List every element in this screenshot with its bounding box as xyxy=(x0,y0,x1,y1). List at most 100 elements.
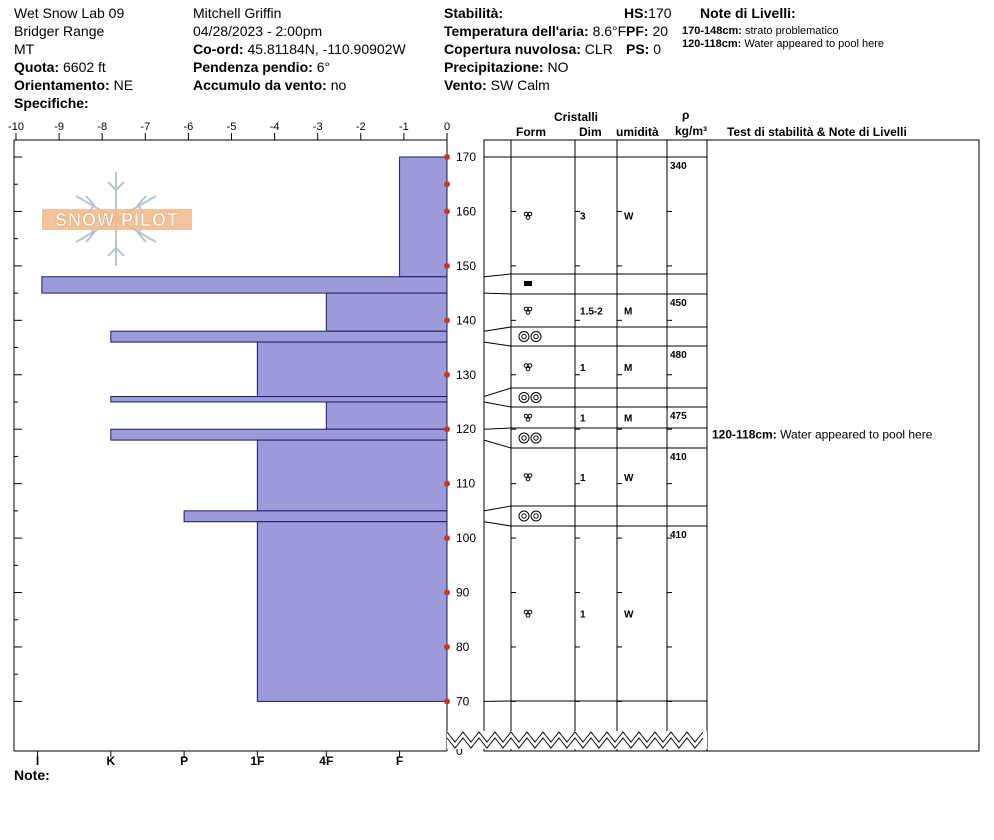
hardness-tick-label: I xyxy=(36,754,39,768)
top-axis-tick-label: -4 xyxy=(270,121,280,133)
layer-note-text: Water appeared to pool here xyxy=(744,38,885,50)
grain-circle xyxy=(523,306,529,312)
wind-loading: Accumulo da vento: no xyxy=(193,76,346,94)
break-symbol xyxy=(446,731,704,743)
height-tick-label: 70 xyxy=(456,694,470,708)
grain-ring xyxy=(518,510,530,522)
height-tick-label: 170 xyxy=(456,150,476,164)
air-temp-label: Temperatura dell'aria: xyxy=(444,23,589,39)
grain-circle xyxy=(523,473,529,478)
layer-boundary xyxy=(483,401,707,408)
break-symbol xyxy=(446,737,704,749)
grain-circle xyxy=(525,417,531,422)
layer-boundary xyxy=(483,387,707,398)
layer-boundary xyxy=(483,273,707,278)
wind: Vento: SW Calm xyxy=(444,76,550,94)
wind-label: Vento: xyxy=(444,77,487,93)
height-marker xyxy=(444,154,450,160)
layer-comment: 120-118cm: Water appeared to pool here xyxy=(712,428,933,442)
hardness-bar xyxy=(399,156,448,278)
layer-notes-title: Note di Livelli: xyxy=(700,5,796,21)
top-axis-tick-label: -9 xyxy=(54,121,64,133)
grain-circle xyxy=(527,609,533,615)
grain-size: 1.5-2 xyxy=(580,307,603,318)
hardness-bar xyxy=(256,341,448,398)
elevation-label: Quota: xyxy=(14,59,60,75)
wind-loading-value: no xyxy=(330,77,347,93)
grain-ring xyxy=(521,435,527,441)
hardness-bar xyxy=(183,510,448,523)
layer-note: 120-118cm: Water appeared to pool here xyxy=(682,38,884,51)
grain-ring xyxy=(521,394,527,401)
slope-angle: Pendenza pendio: 6° xyxy=(193,58,330,76)
grain-circle xyxy=(525,215,531,220)
ps-value: 0 xyxy=(653,41,662,57)
height-tick-label: 100 xyxy=(456,531,476,545)
grain-circle xyxy=(523,211,529,217)
stability-label: Stabilità: xyxy=(444,5,504,21)
hardness-bar xyxy=(256,521,448,702)
top-axis-tick-label: -6 xyxy=(184,121,194,133)
height-marker xyxy=(444,208,450,215)
layer-note: 170-148cm: strato problematico xyxy=(682,25,839,38)
top-axis-tick-label: -2 xyxy=(356,121,366,133)
grain-circle xyxy=(525,476,531,482)
density-value: 475 xyxy=(670,411,687,422)
elevation: Quota: 6602 ft xyxy=(14,58,106,76)
sky-label: Copertura nuvolosa: xyxy=(444,41,581,57)
sky-cover: Copertura nuvolosa: CLR xyxy=(444,40,613,58)
site-name: Wet Snow Lab 09 xyxy=(14,5,125,21)
melt-freeze-icon xyxy=(518,432,542,444)
layer-boundary xyxy=(483,326,707,332)
grain-size: 1 xyxy=(580,414,586,425)
top-axis-tick-label: -7 xyxy=(140,121,150,133)
grain-ring xyxy=(533,394,539,401)
grain-circle xyxy=(525,366,531,372)
hardness-tick-label: K xyxy=(106,754,115,768)
layer-boundary xyxy=(483,521,707,527)
layer-comment-text: Water appeared to pool here xyxy=(780,428,933,442)
air-temp-value: 8.6°F xyxy=(592,23,627,39)
height-tick-label: 130 xyxy=(456,368,476,382)
melt-freeze-icon xyxy=(518,510,542,522)
density-unit: kg/m³ xyxy=(675,124,708,138)
height-marker xyxy=(444,371,450,378)
grain-ring xyxy=(530,510,542,522)
height-marker xyxy=(444,426,450,433)
rounded-polycrystals-icon xyxy=(523,609,533,618)
grain-ring xyxy=(530,432,542,444)
grain-moisture: W xyxy=(624,610,634,621)
grain-size: 1 xyxy=(580,473,586,484)
rounded-polycrystals-icon xyxy=(523,363,533,372)
layer-note-range: 120-118cm: xyxy=(682,38,742,50)
grain-circle xyxy=(523,609,529,615)
sky-value: CLR xyxy=(584,41,613,57)
wind-loading-label: Accumulo da vento: xyxy=(193,77,327,93)
grain-circle xyxy=(523,363,529,368)
layer-boundary xyxy=(483,505,707,512)
height-tick-label: 140 xyxy=(456,313,476,327)
grain-circle xyxy=(523,413,529,419)
grain-circle xyxy=(527,211,533,217)
grain-ring xyxy=(521,513,527,519)
hardness-bar xyxy=(41,276,448,294)
grain-size: 1 xyxy=(580,363,586,374)
height-tick-label: 0 xyxy=(456,744,463,758)
air-temperature: Temperatura dell'aria: 8.6°F xyxy=(444,22,626,40)
hs: HS:170 xyxy=(624,4,671,22)
hardness-bar xyxy=(110,330,448,343)
hardness-tick-label: P xyxy=(180,754,188,768)
hardness-bar xyxy=(325,292,448,332)
top-axis-tick-label: 0 xyxy=(444,121,450,133)
observer: Mitchell Griffin xyxy=(193,5,282,21)
grain-circle xyxy=(527,473,533,478)
top-axis-tick-label: -5 xyxy=(227,121,237,133)
height-tick-label: 120 xyxy=(456,422,476,436)
height-marker xyxy=(444,317,450,324)
height-marker xyxy=(444,181,450,188)
crystals-header: Cristalli xyxy=(554,110,599,124)
grain-size: 1 xyxy=(580,610,586,621)
grain-ring xyxy=(521,333,527,340)
ice-formation-icon xyxy=(524,281,532,286)
